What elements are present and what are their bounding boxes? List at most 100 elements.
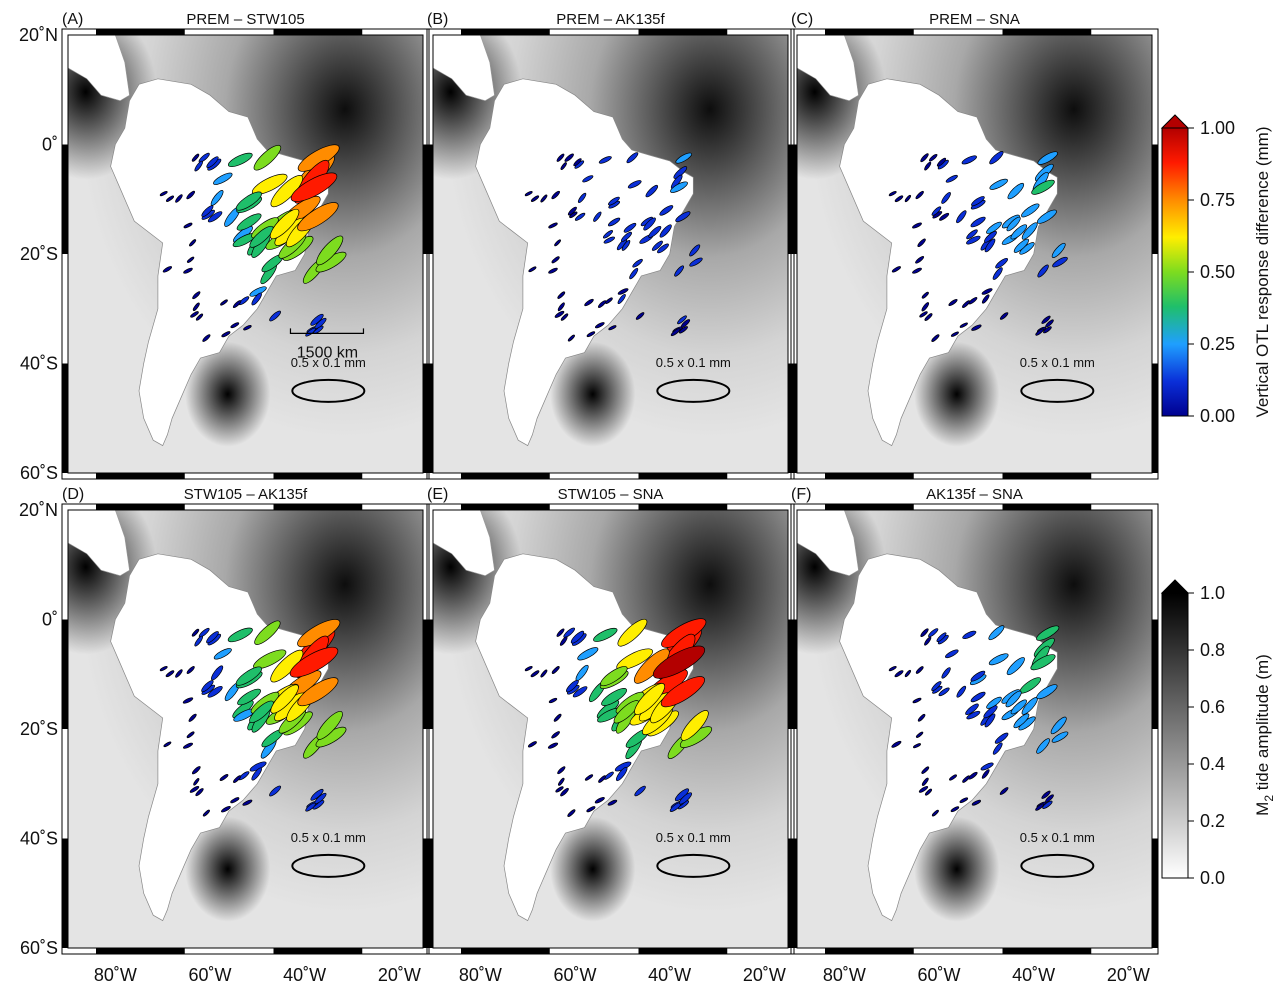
otl-ellipse bbox=[163, 741, 172, 748]
otl-ellipse bbox=[634, 683, 666, 715]
panel-E: 0.5 x 0.1 mm (E) STW105 – SNA 80˚W 60˚W 40˚W 2… bbox=[426, 486, 795, 985]
otl-ellipse bbox=[1007, 182, 1025, 200]
frame-tick-left bbox=[791, 619, 797, 729]
otl-ellipse bbox=[183, 222, 193, 229]
otl-ellipse bbox=[554, 310, 565, 318]
otl-ellipse bbox=[1041, 790, 1051, 799]
otl-ellipse bbox=[984, 238, 996, 253]
otl-ellipse bbox=[962, 630, 977, 640]
lon-tick-label: 40˚W bbox=[283, 965, 326, 985]
otl-ellipse bbox=[966, 229, 978, 240]
otl-ellipse bbox=[230, 322, 240, 329]
otl-ellipse bbox=[1013, 238, 1029, 253]
otl-ellipse bbox=[989, 178, 1008, 190]
otl-ellipse bbox=[560, 313, 569, 321]
otl-ellipse bbox=[289, 646, 339, 678]
panel-title: STW105 – AK135f bbox=[184, 486, 308, 503]
otl-ellipse bbox=[919, 311, 928, 318]
otl-ellipse bbox=[598, 156, 612, 164]
otl-ellipse bbox=[966, 710, 981, 720]
otl-ellipse bbox=[988, 625, 1005, 641]
otl-ellipse bbox=[629, 267, 639, 280]
otl-ellipse bbox=[995, 257, 1008, 269]
lat-tick-label: 40˚S bbox=[20, 829, 58, 849]
otl-ellipse bbox=[936, 632, 947, 642]
otl-ellipse bbox=[560, 787, 569, 797]
otl-ellipse bbox=[194, 160, 203, 172]
otl-ellipse bbox=[888, 191, 897, 197]
otl-ellipse bbox=[894, 195, 904, 202]
otl-ellipse bbox=[183, 742, 193, 749]
reference-ellipse-label: 0.5 x 0.1 mm bbox=[291, 830, 366, 845]
otl-ellipse bbox=[548, 697, 558, 704]
reference-ellipse bbox=[291, 853, 366, 878]
reference-ellipse bbox=[1020, 853, 1095, 878]
otl-ellipse bbox=[586, 331, 596, 338]
otl-ellipse bbox=[626, 152, 639, 164]
otl-ellipse bbox=[297, 677, 339, 707]
reference-ellipse-label: 0.5 x 0.1 mm bbox=[656, 355, 731, 370]
otl-ellipse bbox=[983, 705, 998, 719]
reference-ellipse-label: 0.5 x 0.1 mm bbox=[291, 355, 366, 370]
otl-ellipse bbox=[980, 762, 994, 771]
otl-ellipse bbox=[593, 211, 602, 222]
frame-tick-top bbox=[461, 29, 550, 35]
otl-ellipse bbox=[615, 766, 628, 782]
frame-tick-right bbox=[423, 363, 429, 473]
otl-ellipse bbox=[971, 799, 982, 806]
otl-ellipse bbox=[915, 731, 924, 738]
otl-ellipse bbox=[198, 627, 210, 638]
otl-ellipse bbox=[194, 635, 204, 647]
otl-ellipse bbox=[1051, 731, 1069, 743]
panel-title: STW105 – SNA bbox=[558, 486, 664, 503]
otl-ellipse bbox=[574, 212, 586, 221]
tide-tick-label: 0.0 bbox=[1200, 868, 1225, 888]
otl-ellipse bbox=[956, 210, 967, 224]
otl-ellipse bbox=[941, 191, 951, 204]
otl-ellipse bbox=[1035, 803, 1045, 811]
otl-colorbar-ticks: 1.00 0.75 0.50 0.25 0.00 bbox=[1188, 118, 1235, 426]
otl-ellipse bbox=[673, 166, 688, 179]
otl-ellipse bbox=[191, 153, 200, 162]
otl-ellipse bbox=[659, 224, 672, 238]
frame-tick-bottom bbox=[96, 948, 185, 954]
lat-tick-label: 20˚N bbox=[19, 25, 58, 45]
otl-ellipse bbox=[950, 331, 959, 337]
otl-ellipse bbox=[594, 796, 605, 804]
otl-ellipse bbox=[948, 298, 958, 307]
otl-ellipse bbox=[670, 328, 681, 337]
otl-ellipse bbox=[566, 679, 579, 693]
otl-ellipse bbox=[970, 216, 986, 228]
otl-ellipse bbox=[189, 239, 197, 247]
otl-ellipse bbox=[220, 299, 228, 306]
otl-ellipse bbox=[632, 258, 643, 268]
otl-colorbar-label: Vertical OTL response difference (mm) bbox=[1253, 126, 1272, 417]
panel-C: 0.5 x 0.1 mm (C) PREM – SNA bbox=[790, 11, 1159, 480]
otl-ellipse bbox=[297, 202, 339, 232]
otl-ellipse bbox=[572, 686, 588, 698]
otl-ellipse bbox=[202, 809, 210, 817]
otl-ellipse bbox=[567, 206, 577, 216]
otl-ellipse bbox=[251, 767, 262, 781]
otl-ellipse bbox=[670, 174, 683, 189]
otl-ellipse bbox=[645, 184, 659, 198]
otl-ellipse bbox=[192, 291, 201, 300]
otl-ellipse bbox=[1021, 203, 1040, 218]
otl-ellipse bbox=[557, 302, 565, 312]
otl-ellipse bbox=[616, 648, 654, 671]
otl-ellipse bbox=[1036, 684, 1058, 700]
otl-ellipse bbox=[1041, 315, 1051, 324]
panel-title: AK135f – SNA bbox=[926, 486, 1023, 503]
otl-ellipse bbox=[175, 194, 183, 203]
otl-ellipse bbox=[165, 195, 175, 202]
otl-ellipse bbox=[945, 649, 959, 659]
otl-ellipse bbox=[915, 256, 925, 264]
otl-ellipse bbox=[191, 628, 200, 637]
frame-tick-top bbox=[96, 29, 185, 35]
otl-ellipse bbox=[965, 703, 979, 716]
otl-ellipse bbox=[548, 267, 558, 274]
panel-D: 0.5 x 0.1 mm (D) STW105 – AK135f 20˚N 0˚ 20˚S… bbox=[19, 486, 430, 985]
otl-ellipse bbox=[950, 806, 960, 813]
otl-ellipse bbox=[192, 302, 200, 312]
